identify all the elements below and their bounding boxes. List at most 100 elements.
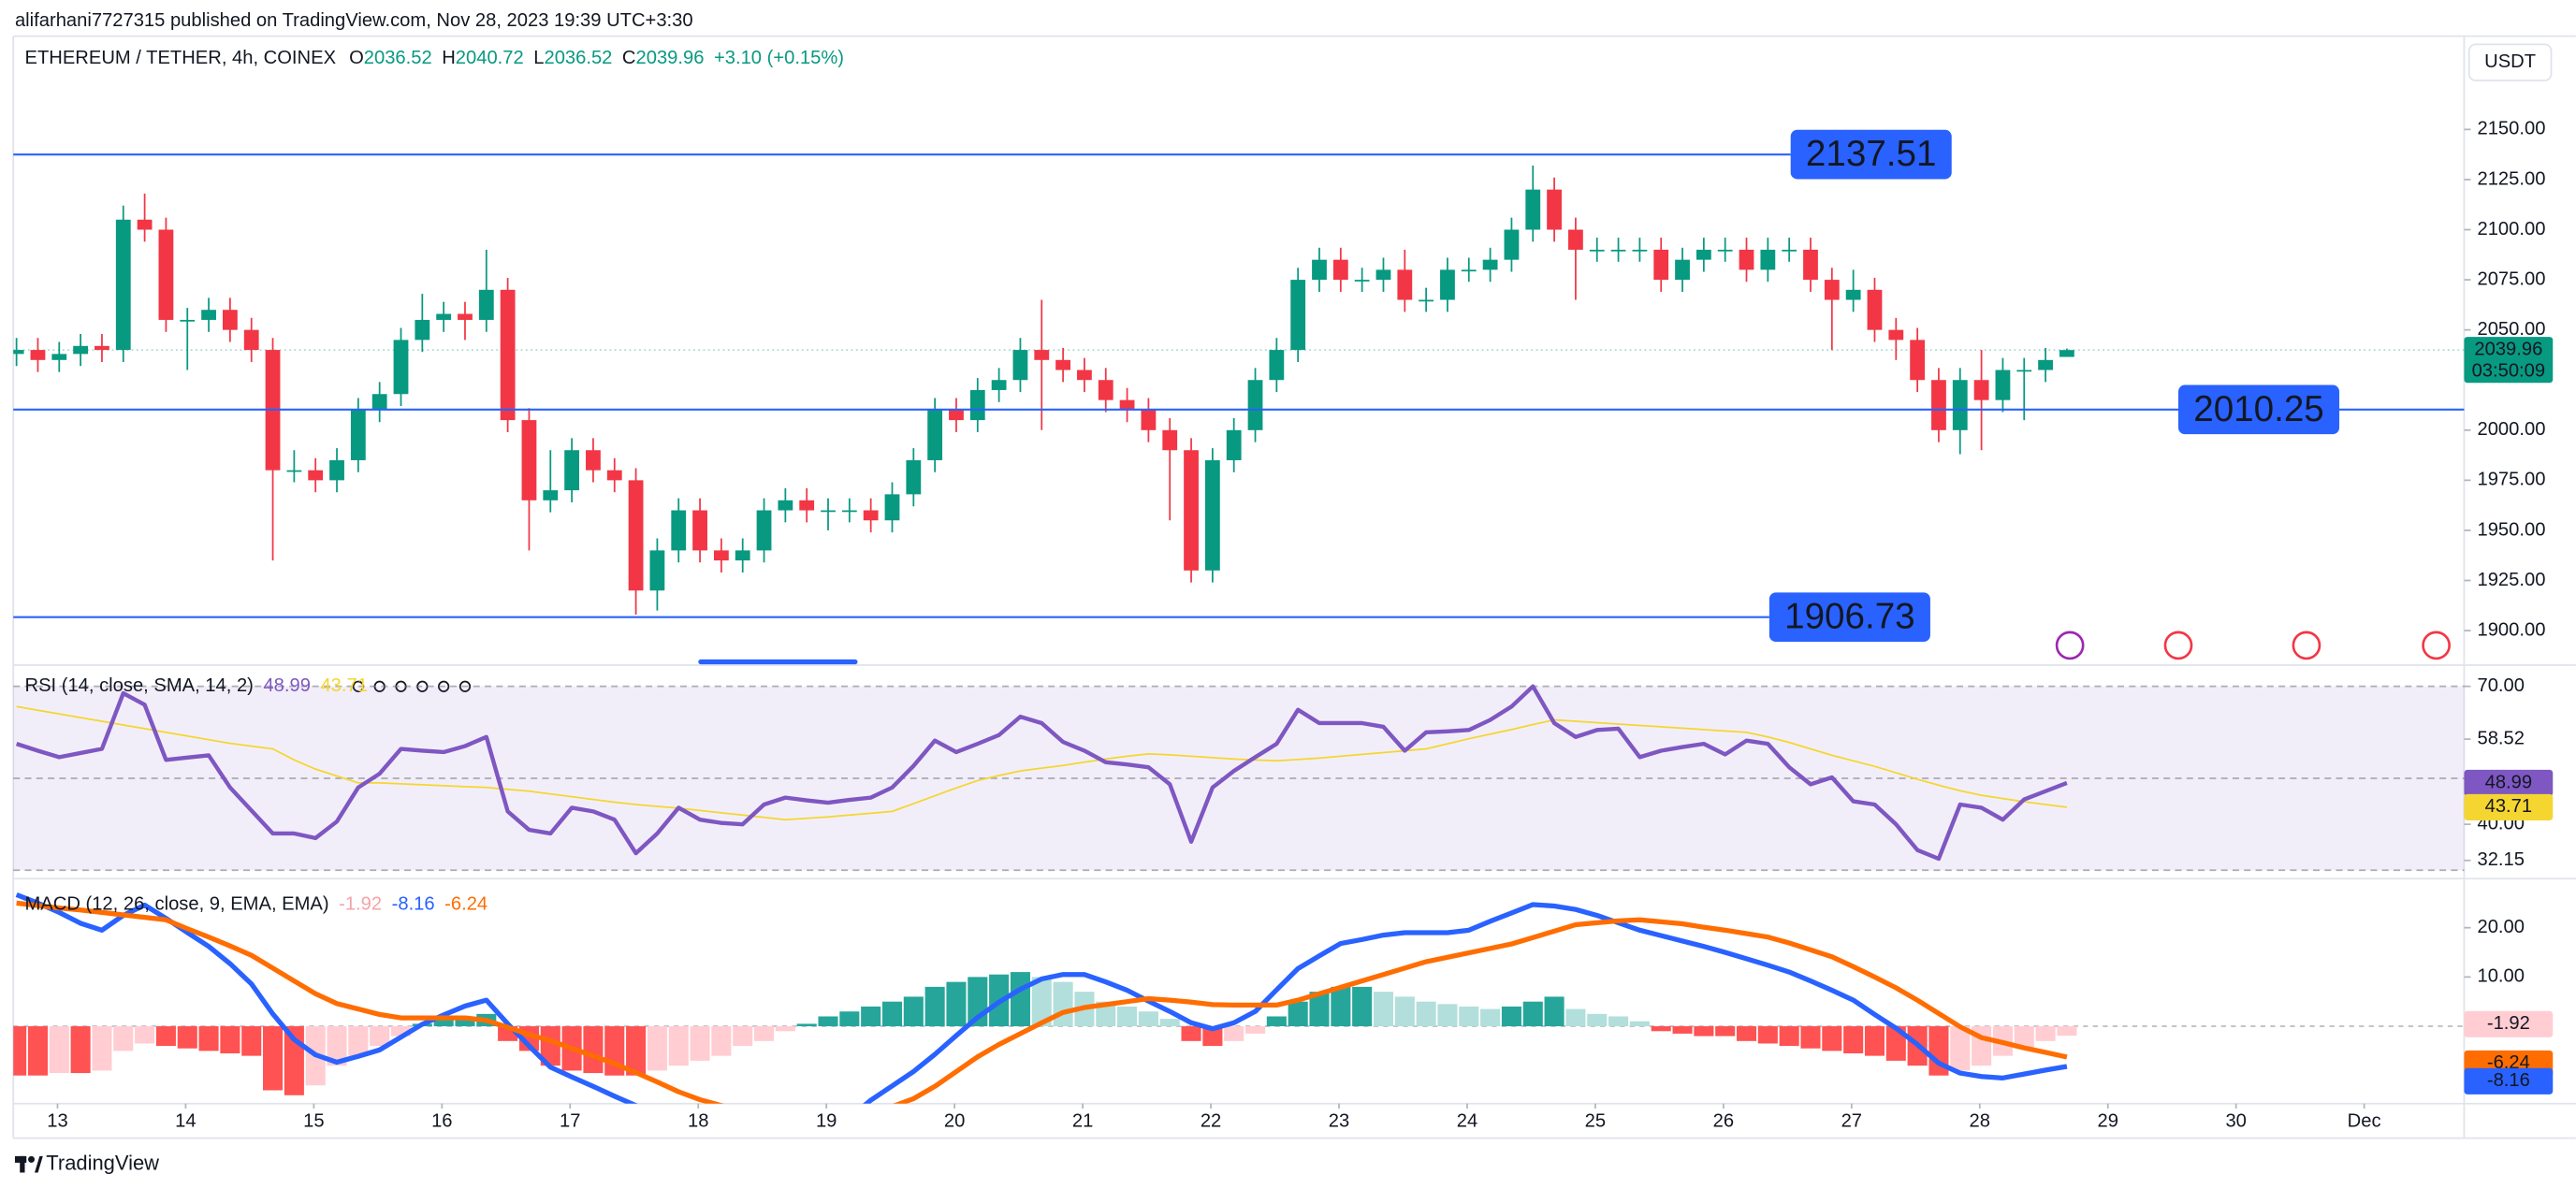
candle-body — [1247, 380, 1263, 430]
event-icon[interactable] — [2422, 631, 2451, 660]
x-tick-label: 17 — [560, 1110, 580, 1131]
macd-histogram-bar — [455, 1016, 475, 1027]
legend-prefix: C — [622, 49, 636, 69]
macd-histogram-bar — [1629, 1021, 1650, 1027]
candle-body — [115, 219, 131, 351]
macd-histogram-bar — [1950, 1026, 1971, 1071]
legend-prefix: L — [533, 49, 544, 69]
logo-mark — [28, 1155, 36, 1163]
currency[interactable]: USDT — [2484, 51, 2536, 72]
macd-histogram-bar — [1244, 1026, 1266, 1034]
legend-prefix: O — [349, 49, 364, 69]
candle-body — [1226, 429, 1242, 460]
macd-histogram-bar — [70, 1026, 91, 1074]
macd-histogram-bar — [1159, 1019, 1180, 1027]
macd-histogram-bar — [1672, 1026, 1693, 1034]
rsi-title: RSI (14, close, SMA, 14, 2) — [25, 675, 254, 696]
candle-body — [1525, 189, 1541, 230]
price-level-label: 2137.51 — [1806, 134, 1937, 174]
candle-body — [1910, 340, 1926, 381]
macd-histogram-bar — [1288, 1001, 1308, 1027]
candle-body — [1504, 229, 1520, 260]
macd-histogram-bar — [327, 1026, 347, 1066]
candle-body — [692, 510, 707, 551]
candle-body — [1419, 299, 1434, 302]
macd-histogram-bar — [796, 1023, 817, 1027]
candle-body — [371, 394, 387, 411]
candle-body — [1610, 249, 1626, 252]
macd-histogram-bar — [220, 1026, 240, 1053]
attribution: alifarhani7727315 published on TradingVi… — [15, 10, 693, 31]
macd-histogram-bar — [49, 1026, 69, 1074]
macd-histogram-bar — [881, 1001, 903, 1027]
macd-histogram-bar — [1053, 981, 1073, 1027]
candle-body — [500, 289, 516, 421]
candle-body — [1653, 249, 1669, 281]
logo-mark — [20, 1155, 25, 1173]
y-tick-label: 2000.00 — [2478, 419, 2546, 440]
macd-histogram-bar — [1544, 996, 1565, 1027]
price-level-box[interactable] — [2177, 384, 2340, 435]
macd-legend-value: -8.16 — [392, 894, 435, 915]
candle-body — [1461, 269, 1477, 272]
candle-body — [329, 459, 344, 481]
event-icon[interactable] — [2055, 631, 2085, 660]
candle-body — [1354, 280, 1370, 282]
x-tick-label: 24 — [1457, 1110, 1477, 1131]
x-tick-label: 16 — [431, 1110, 452, 1131]
y-tick-label: 1975.00 — [2478, 470, 2546, 490]
y-tick-label: 20.00 — [2478, 917, 2525, 937]
macd-histogram-bar — [711, 1026, 732, 1056]
icon — [458, 680, 472, 692]
candle-body — [436, 313, 452, 320]
macd-histogram-bar — [1565, 1008, 1586, 1027]
candle-body — [799, 500, 815, 511]
candle-body — [1204, 459, 1220, 571]
macd-hist-last: -1.92 — [2487, 1013, 2530, 1034]
price-level-box[interactable] — [1790, 129, 1952, 180]
x-tick-label: 25 — [1585, 1110, 1606, 1131]
candle-body — [1739, 249, 1754, 270]
macd-histogram-bar — [1757, 1026, 1778, 1044]
candle-body — [458, 313, 473, 320]
candle-body — [1632, 249, 1648, 252]
currency-box[interactable] — [2467, 43, 2553, 81]
candle-body — [1717, 249, 1733, 252]
selection-bar — [698, 659, 858, 665]
candle-body — [841, 510, 857, 513]
macd-histogram-bar — [348, 1026, 369, 1056]
candle-body — [1888, 329, 1904, 341]
macd-histogram-bar — [1416, 1001, 1436, 1027]
legend-high: 2040.72 — [456, 49, 524, 69]
event-icon[interactable] — [2292, 631, 2321, 660]
macd-histogram-bar — [241, 1026, 262, 1056]
legend: ETHEREUM / TETHER, 4h, COINEX O2036.52 H20… — [25, 49, 845, 69]
candle-body — [1077, 370, 1092, 381]
candle-body — [1995, 370, 2011, 400]
x-tick-label: 28 — [1970, 1110, 1990, 1131]
macd-histogram-bar — [2057, 1026, 2077, 1037]
candle-body — [1098, 380, 1113, 400]
candle-body — [1675, 259, 1690, 281]
candle-body — [1119, 399, 1135, 411]
event-icon[interactable] — [2163, 631, 2193, 660]
candle-body — [243, 329, 259, 351]
rsi-legend-value: 43.71 — [320, 675, 367, 696]
event-icons — [2055, 631, 2451, 660]
candle-body — [1696, 249, 1711, 260]
legend-close: 2039.96 — [636, 49, 705, 69]
macd-histogram-bar — [1715, 1026, 1736, 1037]
macd-histogram-bar — [13, 1026, 27, 1076]
price-level-box[interactable] — [1768, 592, 1930, 643]
candle-body — [1397, 269, 1413, 300]
macd-histogram-bar — [775, 1026, 795, 1032]
candle-body — [1589, 249, 1605, 252]
candle-body — [222, 310, 238, 330]
rsi-last-value-bg — [2464, 793, 2554, 820]
macd-histogram-bar — [433, 1019, 454, 1027]
candle-body — [1547, 189, 1562, 230]
candle-body — [1482, 259, 1498, 270]
candle-body — [1184, 450, 1199, 571]
